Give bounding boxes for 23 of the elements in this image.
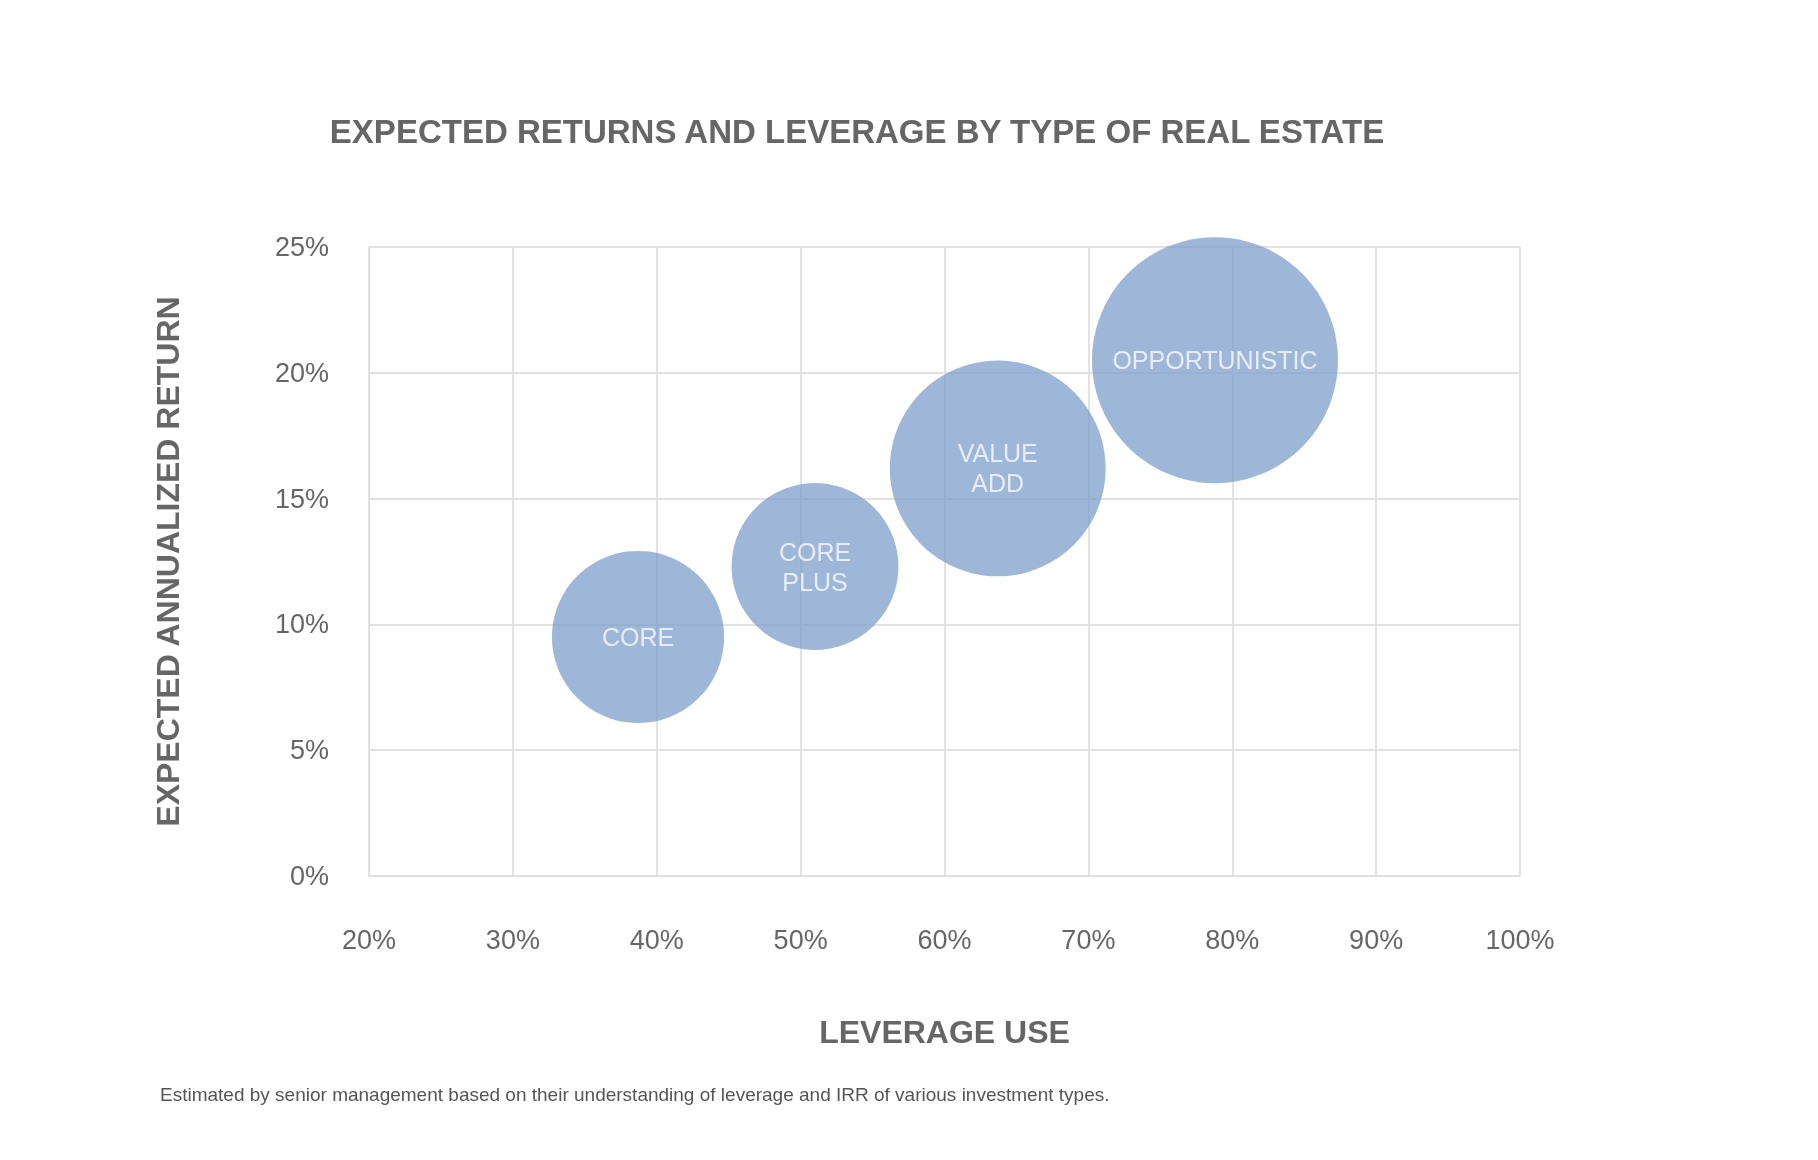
series-label: VALUE ADD <box>957 439 1038 498</box>
series-label: OPPORTUNISTIC <box>1112 346 1318 375</box>
chart-title: EXPECTED RETURNS AND LEVERAGE BY TYPE OF REAL ESTATE <box>329 113 1385 150</box>
x-tick-label: 90% <box>1349 924 1404 955</box>
y-tick-label: 20% <box>274 357 329 388</box>
y-tick-label: 25% <box>274 232 329 262</box>
x-tick-label: 60% <box>917 924 972 955</box>
x-tick-label: 40% <box>629 924 684 955</box>
x-tick-label: 20% <box>341 924 397 955</box>
series-label: CORE PLUS <box>778 537 852 596</box>
y-tick-label: 5% <box>289 735 329 766</box>
x-tick-label: 100% <box>1485 924 1555 955</box>
y-axis-title: EXPECTED ANNUALIZED RETURN <box>150 296 186 827</box>
text: Estimated by senior management based on their understanding of leverage and IRR of various investment types. <box>160 1084 1110 1105</box>
x-tick-label: 30% <box>485 924 540 955</box>
x-axis-title: LEVERAGE USE <box>819 1014 1070 1050</box>
y-tick-label: 15% <box>274 483 329 514</box>
series-label: CORE <box>601 622 675 651</box>
y-tick-label: 0% <box>289 861 329 891</box>
x-tick-label: 80% <box>1205 924 1260 955</box>
x-tick-label: 70% <box>1061 924 1116 955</box>
y-tick-label: 10% <box>274 609 329 640</box>
x-tick-label: 50% <box>773 924 828 955</box>
